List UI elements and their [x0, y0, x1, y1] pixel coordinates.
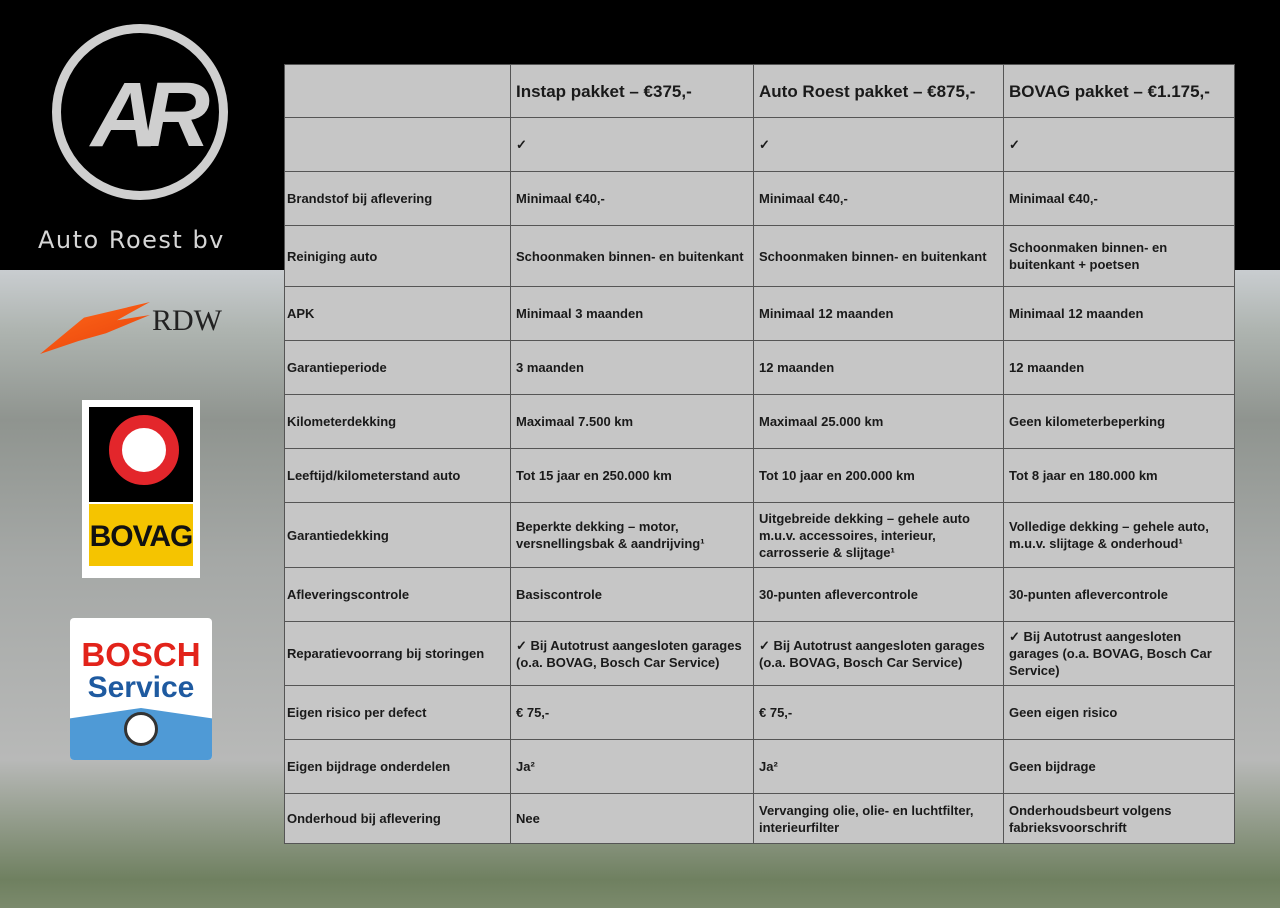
- row-label: Eigen bijdrage onderdelen: [284, 739, 511, 794]
- table-row: Garantiedekking Beperkte dekking – motor,…: [284, 502, 1235, 568]
- table-cell: Onderhoudsbeurt volgens fabrieksvoorschr…: [1003, 793, 1235, 844]
- logo-mark: AR: [91, 64, 210, 166]
- table-cell: Tot 8 jaar en 180.000 km: [1003, 448, 1235, 503]
- table-cell: Minimaal 12 maanden: [753, 286, 1004, 341]
- table-cell: Minimaal 3 maanden: [510, 286, 754, 341]
- table-row: Reiniging auto Schoonmaken binnen- en bui…: [284, 225, 1235, 287]
- table-cell: Schoonmaken binnen- en buitenkant: [753, 225, 1004, 287]
- row-label: Brandstof bij aflevering: [284, 171, 511, 226]
- bosch-text: BOSCH: [81, 636, 201, 673]
- bovag-text: BOVAG: [89, 504, 193, 566]
- row-label: Leeftijd/kilometerstand auto: [284, 448, 511, 503]
- table-cell: Nee: [510, 793, 754, 844]
- table-cell: Schoonmaken binnen- en buitenkant + poet…: [1003, 225, 1235, 287]
- rdw-text: RDW: [152, 304, 222, 337]
- service-text: Service: [87, 671, 195, 704]
- row-label: Reiniging auto: [284, 225, 511, 287]
- package-comparison-table: Instap pakket – €375,- Auto Roest pakket …: [284, 64, 1235, 844]
- column-header: Auto Roest pakket – €875,-: [753, 64, 1004, 118]
- table-row: APK Minimaal 3 maanden Minimaal 12 maanden…: [284, 286, 1235, 341]
- row-label: Garantiedekking: [284, 502, 511, 568]
- table-row: Brandstof bij aflevering Minimaal €40,- Mi…: [284, 171, 1235, 226]
- table-cell: 12 maanden: [753, 340, 1004, 395]
- bovag-logo: BOVAG: [82, 400, 200, 578]
- table-cell: Volledige dekking – gehele auto, m.u.v. …: [1003, 502, 1235, 568]
- column-header: BOVAG pakket – €1.175,-: [1003, 64, 1235, 118]
- table-cell: Tot 10 jaar en 200.000 km: [753, 448, 1004, 503]
- table-cell: Vervanging olie, olie- en luchtfilter, i…: [753, 793, 1004, 844]
- table-cell: Tot 15 jaar en 250.000 km: [510, 448, 754, 503]
- auto-roest-logo: AR: [52, 24, 228, 200]
- table-cell: Beperkte dekking – motor, versnellingsba…: [510, 502, 754, 568]
- table-cell: 30-punten aflevercontrole: [1003, 567, 1235, 622]
- table-cell: Ja²: [510, 739, 754, 794]
- table-row: ✓ ✓ ✓: [284, 117, 1235, 172]
- table-cell: € 75,-: [753, 685, 1004, 740]
- table-cell: Maximaal 25.000 km: [753, 394, 1004, 449]
- table-row: Garantieperiode 3 maanden 12 maanden 12 maa…: [284, 340, 1235, 395]
- table-row: Reparatievoorrang bij storingen ✓ Bij Aut…: [284, 621, 1235, 686]
- table-header-row: Instap pakket – €375,- Auto Roest pakket …: [284, 64, 1235, 118]
- table-cell: 12 maanden: [1003, 340, 1235, 395]
- table-row: Afleveringscontrole Basiscontrole 30-punte…: [284, 567, 1235, 622]
- table-cell: ✓ Bij Autotrust aangesloten garages (o.a…: [510, 621, 754, 686]
- row-label: [284, 117, 511, 172]
- bosch-armature-icon: [124, 712, 158, 746]
- table-cell: ✓: [753, 117, 1004, 172]
- table-cell: 30-punten aflevercontrole: [753, 567, 1004, 622]
- rdw-logo: RDW: [40, 298, 240, 358]
- rdw-swoosh-icon: [40, 302, 150, 354]
- table-cell: ✓ Bij Autotrust aangesloten garages (o.a…: [753, 621, 1004, 686]
- table-cell: € 75,-: [510, 685, 754, 740]
- table-cell: Geen bijdrage: [1003, 739, 1235, 794]
- table-cell: Basiscontrole: [510, 567, 754, 622]
- row-label: Kilometerdekking: [284, 394, 511, 449]
- table-cell: Schoonmaken binnen- en buitenkant: [510, 225, 754, 287]
- bosch-service-logo: BOSCH Service: [70, 618, 212, 760]
- bovag-emblem-icon: [109, 415, 179, 485]
- row-label: Eigen risico per defect: [284, 685, 511, 740]
- table-row: Eigen risico per defect € 75,- € 75,- Geen …: [284, 685, 1235, 740]
- brand-name: Auto Roest bv: [38, 226, 225, 254]
- table-cell: Uitgebreide dekking – gehele auto m.u.v.…: [753, 502, 1004, 568]
- row-label: Reparatievoorrang bij storingen: [284, 621, 511, 686]
- table-cell: ✓: [1003, 117, 1235, 172]
- column-header: Instap pakket – €375,-: [510, 64, 754, 118]
- table-cell: Minimaal 12 maanden: [1003, 286, 1235, 341]
- table-cell: Ja²: [753, 739, 1004, 794]
- table-cell: ✓: [510, 117, 754, 172]
- table-cell: Minimaal €40,-: [510, 171, 754, 226]
- table-row: Leeftijd/kilometerstand auto Tot 15 jaar …: [284, 448, 1235, 503]
- table-cell: 3 maanden: [510, 340, 754, 395]
- table-row: Kilometerdekking Maximaal 7.500 km Maximaa…: [284, 394, 1235, 449]
- table-row: Eigen bijdrage onderdelen Ja² Ja² Geen bijd…: [284, 739, 1235, 794]
- row-label: Onderhoud bij aflevering: [284, 793, 511, 844]
- table-cell: Geen kilometerbeperking: [1003, 394, 1235, 449]
- table-cell: ✓ Bij Autotrust aangesloten garages (o.a…: [1003, 621, 1235, 686]
- table-cell: Minimaal €40,-: [1003, 171, 1235, 226]
- row-label: APK: [284, 286, 511, 341]
- column-header: [284, 64, 511, 118]
- row-label: Afleveringscontrole: [284, 567, 511, 622]
- row-label: Garantieperiode: [284, 340, 511, 395]
- table-cell: Maximaal 7.500 km: [510, 394, 754, 449]
- table-cell: Geen eigen risico: [1003, 685, 1235, 740]
- table-cell: Minimaal €40,-: [753, 171, 1004, 226]
- table-row: Onderhoud bij aflevering Nee Vervanging ol…: [284, 793, 1235, 844]
